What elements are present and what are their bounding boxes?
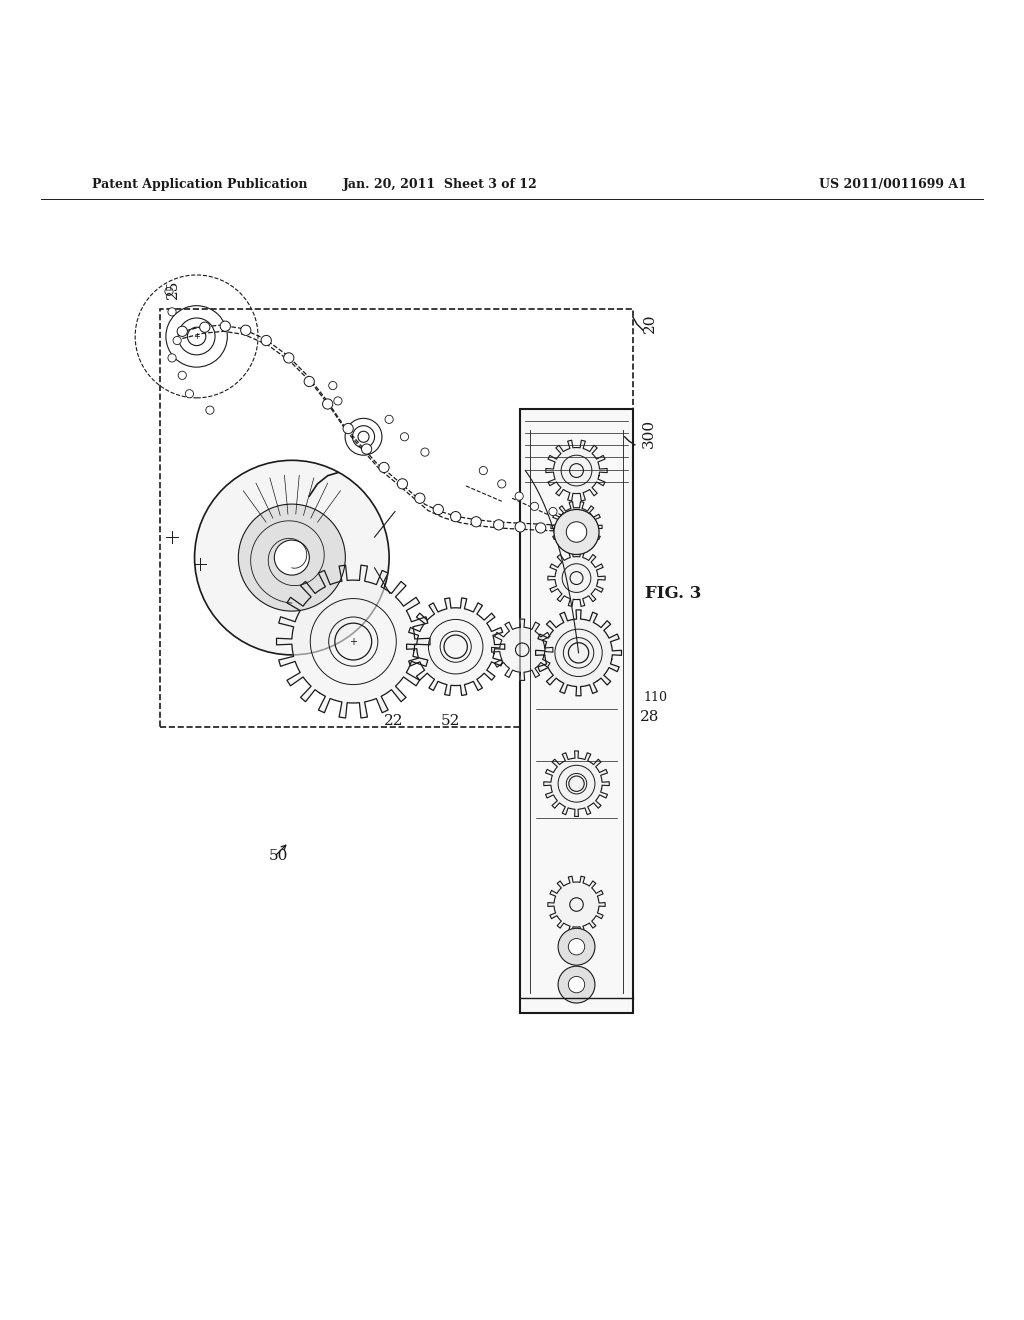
Circle shape	[361, 444, 372, 454]
Circle shape	[304, 376, 314, 387]
Text: FIG. 3: FIG. 3	[645, 585, 701, 602]
Circle shape	[200, 322, 210, 333]
Circle shape	[334, 397, 342, 405]
Circle shape	[558, 928, 595, 965]
Circle shape	[185, 389, 194, 397]
Circle shape	[451, 512, 461, 521]
Polygon shape	[276, 565, 430, 718]
Circle shape	[564, 512, 572, 520]
Circle shape	[385, 416, 393, 424]
Circle shape	[433, 504, 443, 515]
Circle shape	[220, 321, 230, 331]
Circle shape	[241, 325, 251, 335]
Bar	[160, 309, 633, 726]
Circle shape	[261, 335, 271, 346]
Text: 50: 50	[268, 849, 288, 863]
Circle shape	[168, 308, 176, 315]
Polygon shape	[546, 440, 607, 500]
Circle shape	[554, 510, 599, 554]
Circle shape	[471, 516, 481, 527]
Bar	[520, 409, 633, 1014]
Circle shape	[274, 540, 309, 576]
Circle shape	[165, 288, 173, 296]
Circle shape	[421, 447, 429, 457]
Circle shape	[566, 521, 587, 543]
Circle shape	[178, 371, 186, 379]
Polygon shape	[544, 751, 609, 816]
Text: US 2011/0011699 A1: US 2011/0011699 A1	[819, 178, 967, 191]
Circle shape	[568, 939, 585, 954]
Circle shape	[195, 461, 389, 655]
Circle shape	[323, 399, 333, 409]
Circle shape	[530, 503, 539, 511]
Text: 110: 110	[643, 690, 667, 704]
Circle shape	[397, 479, 408, 488]
Circle shape	[415, 494, 425, 503]
Circle shape	[173, 337, 181, 345]
Text: 52: 52	[440, 714, 460, 727]
Text: 22: 22	[384, 714, 403, 727]
Text: Jan. 20, 2011  Sheet 3 of 12: Jan. 20, 2011 Sheet 3 of 12	[343, 178, 538, 191]
Circle shape	[558, 966, 595, 1003]
Circle shape	[400, 433, 409, 441]
Polygon shape	[492, 619, 553, 680]
Text: 25: 25	[166, 280, 180, 300]
Polygon shape	[548, 549, 605, 606]
Polygon shape	[536, 610, 622, 696]
Text: 300: 300	[642, 418, 656, 447]
Circle shape	[329, 381, 337, 389]
Circle shape	[555, 524, 565, 535]
Circle shape	[177, 326, 187, 337]
Circle shape	[479, 466, 487, 475]
Text: Patent Application Publication: Patent Application Publication	[92, 178, 307, 191]
Circle shape	[498, 479, 506, 488]
Circle shape	[515, 492, 523, 500]
Circle shape	[343, 424, 353, 434]
Circle shape	[206, 407, 214, 414]
Polygon shape	[551, 502, 602, 552]
Circle shape	[568, 977, 585, 993]
Text: +: +	[194, 331, 200, 341]
Circle shape	[536, 523, 546, 533]
Circle shape	[515, 521, 525, 532]
Polygon shape	[407, 598, 505, 696]
Text: 20: 20	[643, 314, 657, 333]
Circle shape	[379, 462, 389, 473]
Circle shape	[168, 354, 176, 362]
Circle shape	[239, 504, 345, 611]
Text: +: +	[349, 636, 357, 647]
Text: 28: 28	[640, 710, 659, 725]
Polygon shape	[548, 876, 605, 933]
Circle shape	[284, 352, 294, 363]
Circle shape	[494, 520, 504, 529]
Circle shape	[549, 507, 557, 516]
